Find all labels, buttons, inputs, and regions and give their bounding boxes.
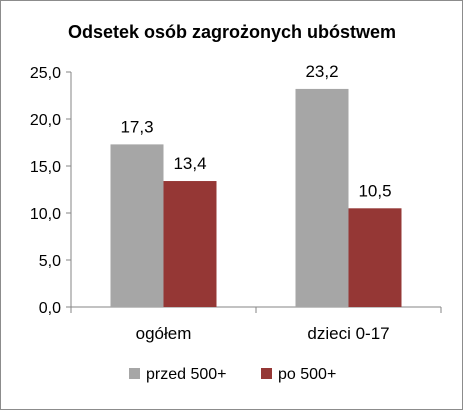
bars: [110, 88, 402, 307]
y-tick-label: 25,0: [30, 65, 61, 82]
bar: [110, 144, 164, 307]
data-label: 17,3: [120, 117, 153, 136]
y-tick-label: 20,0: [30, 112, 61, 129]
y-tick-label: 0,0: [39, 300, 61, 317]
data-labels: 17,3 13,4 23,2 10,5: [120, 62, 391, 200]
x-category-label: ogółem: [136, 324, 192, 343]
legend-swatch: [129, 368, 140, 379]
y-axis: 0,0 5,0 10,0 15,0 20,0 25,0: [30, 65, 72, 317]
data-label: 13,4: [173, 154, 206, 173]
y-tick-label: 5,0: [39, 253, 61, 270]
x-axis: ogółem dzieci 0-17: [70, 306, 442, 343]
data-label: 10,5: [358, 181, 391, 200]
chart-title: Odsetek osób zagrożonych ubóstwem: [68, 22, 396, 42]
legend-label: po 500+: [278, 366, 336, 383]
legend: przed 500+ po 500+: [129, 366, 336, 383]
bar: [348, 208, 402, 307]
y-tick-label: 10,0: [30, 206, 61, 223]
legend-label: przed 500+: [146, 366, 227, 383]
bar: [295, 88, 349, 307]
data-label: 23,2: [305, 62, 338, 81]
x-category-label: dzieci 0-17: [307, 324, 389, 343]
legend-swatch: [261, 368, 272, 379]
bar: [163, 181, 217, 307]
y-tick-label: 15,0: [30, 159, 61, 176]
